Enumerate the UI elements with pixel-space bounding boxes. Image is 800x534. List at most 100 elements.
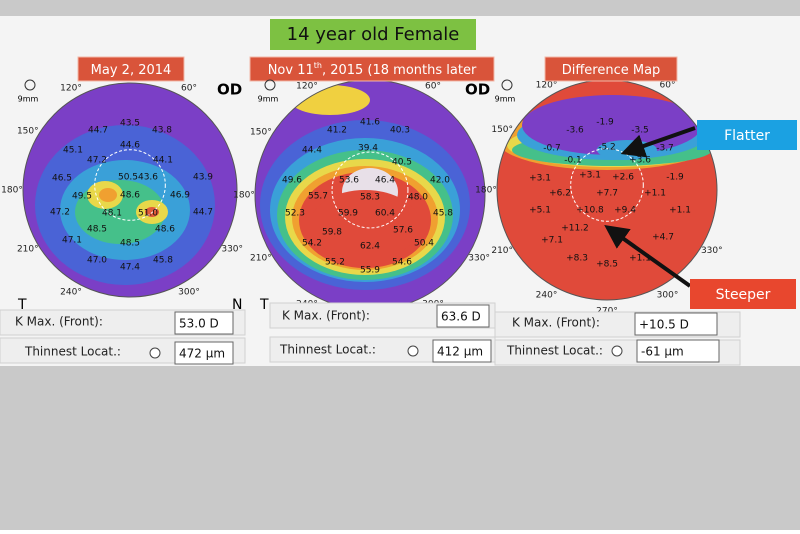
field-value: -61 µm	[641, 345, 684, 359]
map-value: 58.3	[360, 193, 380, 203]
field-label: K Max. (Front):	[512, 316, 600, 330]
map-value: -1.9	[596, 118, 614, 128]
map-value: -0.1	[564, 156, 582, 166]
map-value: 41.2	[327, 126, 347, 136]
panel-label: Difference Map	[562, 63, 661, 78]
radio	[611, 345, 623, 357]
angle-label: 150°	[491, 125, 513, 135]
map-value: 45.8	[433, 209, 453, 219]
angle-label: 180°	[475, 186, 497, 196]
map-value: 40.5	[392, 158, 412, 168]
map-zone	[310, 190, 420, 260]
field-value: +10.5 D	[639, 318, 689, 332]
angle-label: 210°	[491, 246, 513, 256]
map-value: 49.6	[282, 176, 302, 186]
map-value: +1.1	[629, 254, 651, 264]
field-value: 53.0 D	[179, 317, 219, 331]
map-value: +9.4	[614, 206, 636, 216]
map-value: -5.2	[598, 143, 616, 153]
panel-label: Nov 11th, 2015 (18 months later	[268, 61, 477, 78]
map-value: 44.7	[193, 208, 213, 218]
title: 14 year old Female	[287, 24, 460, 45]
angle-label: 180°	[1, 186, 23, 196]
map-value: 54.6	[392, 258, 412, 268]
map-value: 48.0	[408, 193, 428, 203]
map-value: 43.5	[120, 119, 140, 129]
map-value: 49.5	[72, 192, 92, 202]
topography-map	[255, 80, 485, 310]
map-value: 55.2	[325, 258, 345, 268]
field-value: 63.6 D	[441, 310, 481, 324]
map-value: 50.5	[118, 173, 138, 183]
map-value: 43.6	[138, 173, 158, 183]
zoom-icon	[501, 79, 513, 91]
angle-label: 120°	[60, 83, 82, 93]
field-value: 412 µm	[437, 345, 483, 359]
map-value: 60.4	[375, 209, 395, 219]
map-value: 48.5	[87, 225, 107, 235]
map-value: 55.7	[308, 192, 328, 202]
angle-label: 210°	[17, 245, 39, 255]
angle-label: 150°	[250, 128, 272, 138]
map-value: -3.6	[566, 126, 584, 136]
map-value: +7.1	[541, 236, 563, 246]
map-value: 44.6	[120, 141, 140, 151]
eye-label: OD	[217, 81, 242, 99]
field-label: Thinnest Locat.:	[506, 344, 603, 358]
field-value-box	[636, 339, 720, 363]
map-value: 47.4	[120, 263, 140, 273]
map-value: 62.4	[360, 242, 380, 252]
map-value: 45.8	[153, 256, 173, 266]
size-label: 9mm	[18, 95, 39, 104]
radio	[149, 347, 161, 359]
radio	[407, 345, 419, 357]
map-value: +5.1	[529, 206, 551, 216]
map-value: 39.4	[358, 144, 378, 154]
map-value: -1.9	[666, 173, 684, 183]
field-value-box	[174, 341, 234, 365]
angle-label: 150°	[17, 127, 39, 137]
zoom-icon	[24, 79, 36, 91]
field-value-box	[436, 304, 490, 328]
callout-box	[697, 120, 797, 150]
title-box	[270, 19, 476, 50]
side-marker: T	[259, 297, 269, 313]
angle-label: 330°	[468, 254, 490, 264]
angle-label: 60°	[425, 81, 441, 91]
map-value: 48.1	[102, 209, 122, 219]
map-value: 47.1	[62, 236, 82, 246]
map-value: 48.6	[120, 191, 140, 201]
map-value: 44.4	[302, 146, 322, 156]
map-value: 43.9	[193, 173, 213, 183]
eye-label: OD	[465, 81, 490, 99]
map-value: +11.2	[561, 224, 589, 234]
map-value: +4.7	[652, 233, 674, 243]
map-value: 52.3	[285, 209, 305, 219]
map-value: 42.0	[430, 176, 450, 186]
angle-label: 240°	[60, 288, 82, 298]
map-value: 45.1	[63, 146, 83, 156]
pupil-ring	[570, 148, 644, 222]
map-value: +2.6	[612, 173, 634, 183]
angle-label: 60°	[660, 81, 676, 91]
map-value: 59.9	[338, 209, 358, 219]
map-outline	[22, 82, 238, 298]
arrow	[620, 126, 696, 158]
map-value: +10.8	[576, 206, 604, 216]
map-value: 46.5	[52, 174, 72, 184]
map-value: +1.1	[669, 206, 691, 216]
panel-label-box	[249, 56, 495, 82]
pupil-ring	[331, 151, 409, 229]
map-value: 47.0	[87, 256, 107, 266]
zoom-icon	[264, 79, 276, 91]
map-value: 59.8	[322, 228, 342, 238]
angle-label: 300°	[657, 290, 679, 300]
map-value: 44.7	[88, 126, 108, 136]
panel-label-part: Nov 11	[268, 63, 314, 78]
angle-label: 330°	[221, 245, 243, 255]
map-value: 57.6	[393, 226, 413, 236]
field-label: K Max. (Front):	[282, 309, 370, 323]
map-value: 54.2	[302, 239, 322, 249]
map-value: -3.5	[631, 126, 649, 136]
